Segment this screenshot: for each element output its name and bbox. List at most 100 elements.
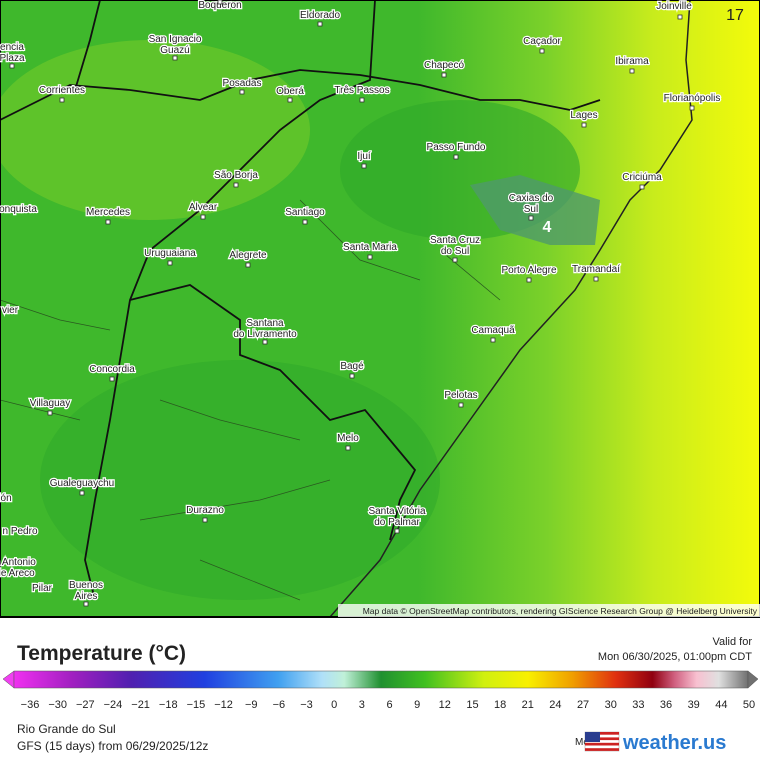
city-dot (239, 89, 245, 95)
city-dot (167, 260, 173, 266)
city-label: Oberá (276, 86, 304, 97)
city-label: Concordia (89, 364, 135, 375)
city-label: n Antonio (0, 557, 36, 568)
city-label: do Sul (441, 246, 469, 257)
colorbar-tick-label: 39 (688, 699, 700, 711)
city-dot (490, 337, 496, 343)
map-value: 17 (726, 7, 744, 24)
city-dot (441, 72, 447, 78)
city-dot (202, 517, 208, 523)
colorbar-tick-label: −36 (21, 699, 40, 711)
city-label: Três Passos (334, 85, 389, 96)
city-dot (453, 154, 459, 160)
attribution: Map data © OpenStreetMap contributors, r… (363, 606, 758, 616)
colorbar-tick-label: −18 (159, 699, 178, 711)
city-dot (172, 55, 178, 61)
city-dot (359, 97, 365, 103)
valid-time: Mon 06/30/2025, 01:00pm CDT (598, 651, 752, 663)
brand[interactable]: weather.us (622, 732, 726, 754)
city-dot (367, 254, 373, 260)
city-label: Plaza (0, 53, 25, 64)
colorbar-tick-label: 27 (577, 699, 589, 711)
city-dot (526, 277, 532, 283)
city-dot (394, 528, 400, 534)
city-label: do Palmar (374, 517, 420, 528)
city-label: vier (2, 305, 19, 316)
city-label: São Borja (214, 170, 258, 181)
city-label: Mercedes (86, 207, 130, 218)
city-label: Villaguay (30, 398, 70, 409)
city-label: Guazú (160, 45, 189, 56)
city-dot (287, 97, 293, 103)
city-dot (452, 257, 458, 263)
city-dot (79, 490, 85, 496)
city-dot (59, 97, 65, 103)
colorbar-tick-label: 21 (522, 699, 534, 711)
city-label: de Areco (0, 568, 35, 579)
colorbar-tick-label: −21 (131, 699, 150, 711)
colorbar-tick-label: −30 (48, 699, 67, 711)
legend-title: Temperature (°C) (17, 642, 186, 665)
city-dot (109, 376, 115, 382)
city-label: Chapecó (424, 60, 464, 71)
city-label: Alvear (189, 202, 218, 213)
city-label: Aires (75, 591, 98, 602)
city-label: Uruguaiana (144, 248, 196, 259)
map: Map data © OpenStreetMap contributors, r… (0, 0, 760, 618)
city-dot (677, 14, 683, 20)
colorbar-tick-label: −6 (273, 699, 286, 711)
city-label: Florianópolis (664, 93, 721, 104)
city-label: Santa Cruz (430, 235, 480, 246)
colorbar-tick-label: 50 (743, 699, 755, 711)
colorbar (13, 670, 749, 689)
colorbar-tick-label: 18 (494, 699, 506, 711)
city-label: Passo Fundo (427, 142, 486, 153)
city-dot (689, 105, 695, 111)
colorbar-tick-label: 12 (439, 699, 451, 711)
colorbar-tick-label: 9 (414, 699, 420, 711)
city-label: encia (0, 42, 24, 53)
city-label: Alegrete (229, 250, 267, 261)
city-dot (47, 410, 53, 416)
colorbar-tick-label: 15 (466, 699, 478, 711)
city-label: Caçador (523, 36, 561, 47)
city-label: Caxias do (509, 193, 554, 204)
city-label: Criciúma (622, 172, 662, 183)
city-label: Posadas (223, 78, 262, 89)
city-dot (345, 445, 351, 451)
city-dot (217, 0, 223, 5)
city-label: Tramandaí (572, 264, 620, 275)
city-dot (233, 182, 239, 188)
colorbar-ticks: −36 −30 −27 −24 −21 −18 −15 −12 −9 −6 −3 0 3 6 9 12 15 18… (21, 699, 755, 711)
flag (584, 731, 620, 752)
city-dot (581, 122, 587, 128)
city-label: ión (0, 493, 12, 504)
colorbar-tick-label: −15 (187, 699, 206, 711)
city-label: Lages (570, 110, 597, 121)
valid-label: Valid for (712, 636, 752, 648)
city-dot (245, 262, 251, 268)
city-dot (302, 219, 308, 225)
city-dot (317, 21, 323, 27)
city-label: do Livramento (233, 329, 297, 340)
city-label: Ibirama (615, 56, 649, 67)
city-label: Santiago (285, 207, 325, 218)
city-dot (458, 402, 464, 408)
city-label: n Pedro (2, 526, 37, 537)
city-label: Ijuí (357, 151, 371, 162)
city-label: Bagé (340, 361, 364, 372)
city-label: Pelotas (444, 390, 477, 401)
city-dot (629, 68, 635, 74)
city-dot (9, 63, 15, 69)
colorbar-tick-label: −9 (245, 699, 258, 711)
city-label: Santa Maria (343, 242, 397, 253)
colorbar-tick-label: −12 (214, 699, 233, 711)
city-label: San Ignacio (149, 34, 202, 45)
city-dot (200, 214, 206, 220)
colorbar-tick-label: 33 (632, 699, 644, 711)
city-label: Gualeguaychu (50, 478, 115, 489)
colorbar-tick-label: −3 (300, 699, 313, 711)
colorbar-tick-label: 30 (605, 699, 617, 711)
